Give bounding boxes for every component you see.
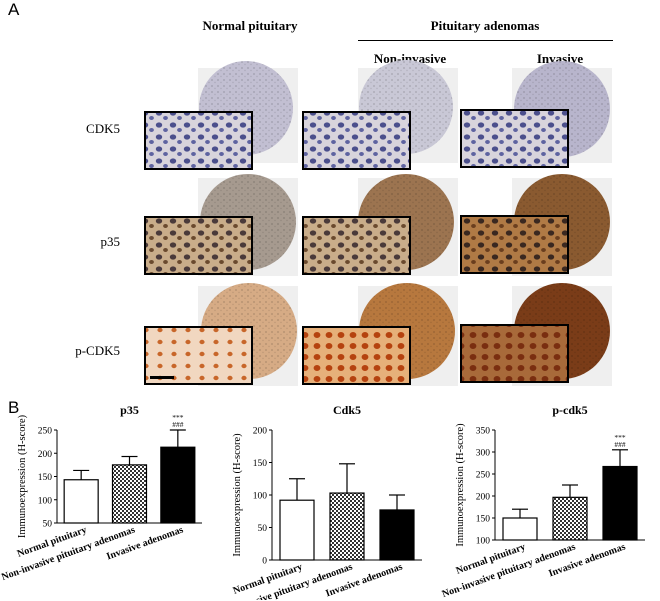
y-axis-label: Immunoexpression (H-score) (17, 414, 28, 538)
y-tick-label: 200 (253, 427, 268, 437)
p-cdk5-non-invasive-image (302, 283, 458, 386)
chart-title: Cdk5 (333, 403, 361, 417)
y-axis-label: Immunoexpression (H-score) (232, 433, 243, 557)
y-tick-label: 50 (258, 524, 268, 534)
y-tick-label: 150 (476, 515, 491, 525)
y-tick-label: 150 (253, 459, 268, 469)
bar (160, 446, 196, 524)
row-label-cdk5: CDK5 (86, 121, 120, 136)
y-tick-label: 100 (38, 496, 53, 506)
bar (379, 509, 415, 561)
y-tick-label: 100 (476, 537, 491, 547)
y-tick-label: 250 (38, 427, 53, 437)
cdk5-invasive-image (460, 61, 612, 168)
header-pituitary-adenomas: Pituitary adenomas (430, 18, 540, 33)
p-cdk5-normal-image (144, 283, 298, 386)
scale-bar (150, 376, 174, 379)
bar (602, 465, 638, 541)
bar (552, 496, 588, 541)
row-label-p35: p35 (100, 234, 121, 249)
significance-marker: *** (172, 413, 184, 422)
chart-title: p35 (120, 403, 139, 417)
chart-p35: p35 Immunoexpression (H-score) 50 100 150 200… (0, 403, 202, 583)
header-normal-pituitary: Normal pituitary (202, 18, 298, 33)
y-tick-label: 50 (43, 520, 53, 530)
bar (502, 517, 538, 541)
bar (329, 492, 365, 561)
y-axis-label: Immunoexpression (H-score) (455, 423, 466, 547)
bar (111, 464, 148, 524)
row-label-p-cdk5: p-CDK5 (75, 343, 120, 358)
y-tick-label: 250 (476, 471, 491, 481)
y-tick-label: 200 (476, 493, 491, 503)
ihc-image-grid (144, 60, 612, 386)
p35-non-invasive-image (302, 174, 458, 276)
chart-title: p-cdk5 (552, 403, 587, 417)
bar (279, 499, 315, 561)
p35-normal-image (144, 174, 298, 276)
y-tick-label: 350 (476, 427, 491, 437)
y-tick-label: 150 (38, 473, 53, 483)
y-tick-label: 100 (253, 492, 268, 502)
panel-b-letter: B (8, 398, 20, 417)
cdk5-normal-image (144, 61, 298, 170)
bar (63, 479, 99, 524)
chart-cdk5: Cdk5 Immunoexpression (H-score) 0 50 100 150 2… (222, 403, 422, 600)
cdk5-non-invasive-image (302, 60, 458, 170)
y-tick-label: 200 (38, 450, 53, 460)
significance-marker: *** (614, 433, 626, 442)
p-cdk5-invasive-image (460, 283, 612, 386)
chart-pcdk5: p-cdk5 Immunoexpression (H-score) 100 150 20… (441, 403, 645, 600)
p35-invasive-image (460, 174, 612, 276)
y-tick-label: 300 (476, 449, 491, 459)
y-tick-label: 0 (262, 557, 267, 567)
significance-marker: ### (172, 420, 184, 429)
panel-a-letter: A (8, 0, 20, 19)
significance-marker: ### (614, 440, 626, 449)
adenomas-underline (358, 40, 613, 41)
